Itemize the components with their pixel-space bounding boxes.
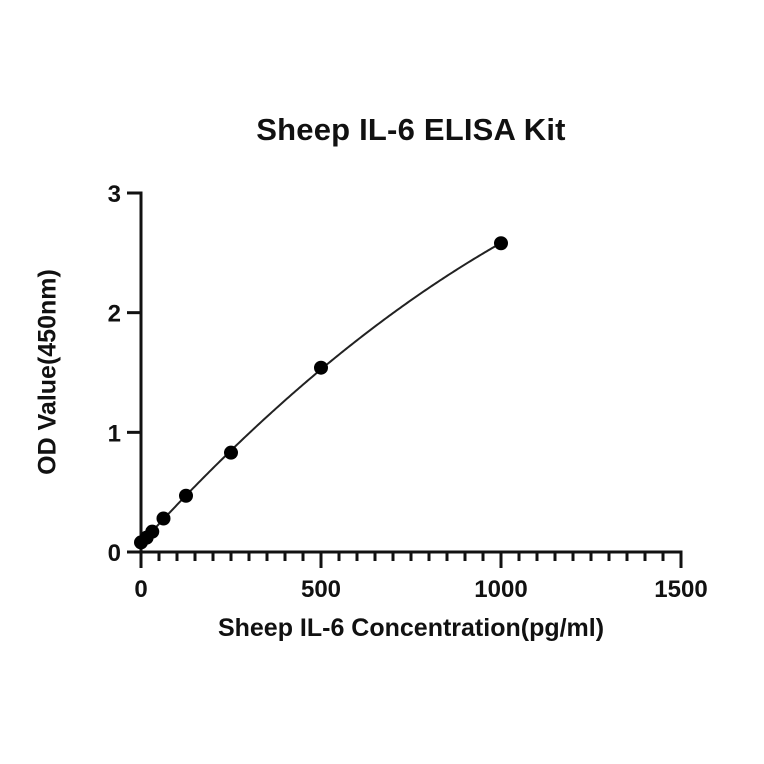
y-tick-label: 3: [108, 181, 121, 208]
x-tick-label: 1000: [474, 576, 527, 603]
chart-title: Sheep IL-6 ELISA Kit: [256, 112, 566, 147]
y-tick-label: 0: [108, 540, 121, 567]
fit-curve: [140, 242, 502, 545]
data-point: [224, 445, 238, 460]
data-point: [145, 524, 160, 539]
data-point: [179, 488, 193, 503]
data-point: [156, 511, 171, 526]
y-axis: 0 1 2 3: [108, 181, 143, 568]
y-tick-label: 2: [108, 301, 121, 328]
x-axis-label: Sheep IL-6 Concentration(pg/ml): [217, 614, 605, 642]
y-tick-label: 1: [108, 420, 121, 447]
data-points: [134, 236, 508, 550]
data-point: [494, 236, 508, 251]
x-tick-label: 0: [134, 576, 147, 603]
data-point: [314, 360, 328, 375]
x-tick-label: 500: [301, 576, 341, 603]
x-axis: 0 500 1000 1500: [133, 550, 708, 603]
x-tick-label: 1500: [654, 576, 707, 603]
